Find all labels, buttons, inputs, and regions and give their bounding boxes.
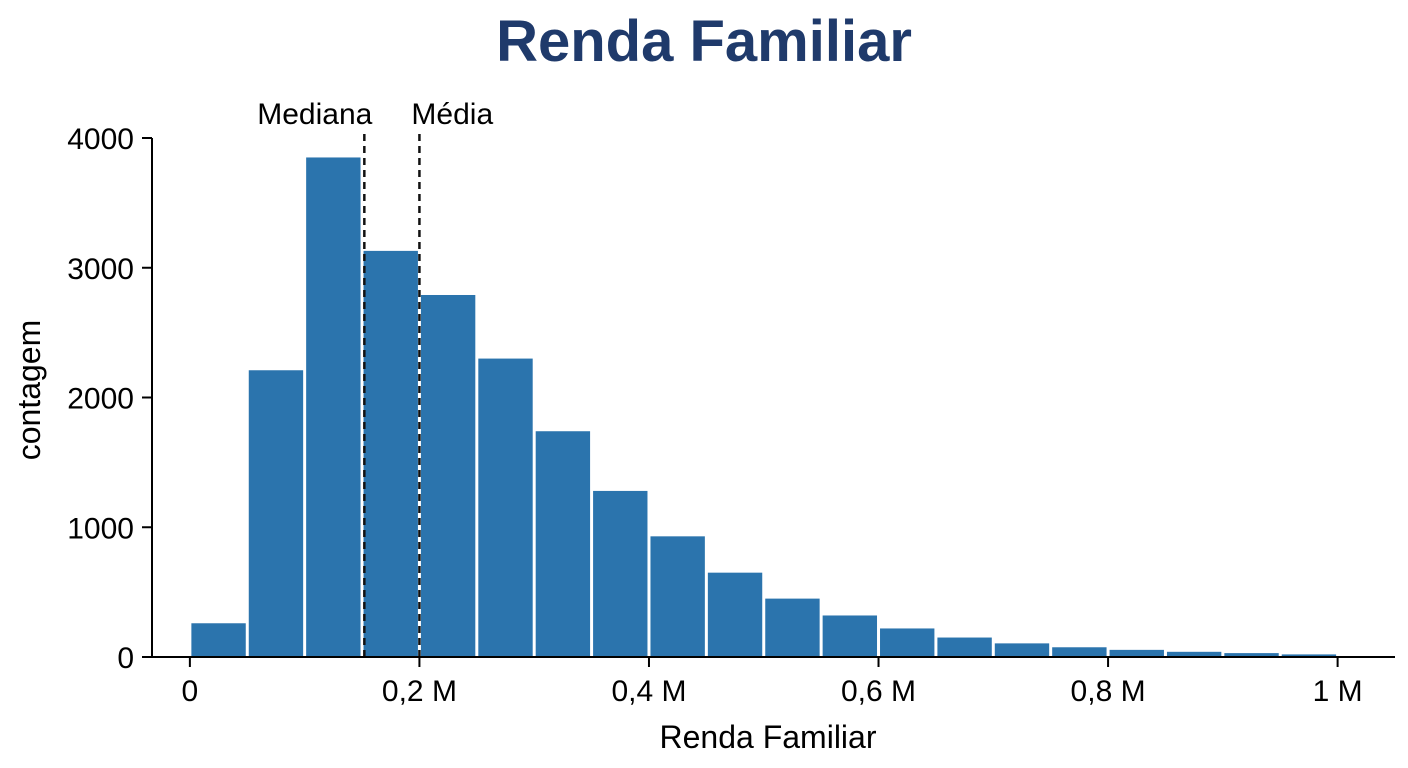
histogram-bar-10 xyxy=(765,598,820,657)
media-label: Média xyxy=(411,98,493,131)
histogram-bar-12 xyxy=(880,628,935,657)
x-tick-label-5: 1 M xyxy=(1313,675,1363,708)
histogram-bar-7 xyxy=(593,490,648,657)
x-tick-label-4: 0,8 M xyxy=(1071,675,1146,708)
histogram-bar-2 xyxy=(306,157,361,657)
y-tick-label-4: 4000 xyxy=(67,123,134,156)
y-tick-label-3: 3000 xyxy=(67,253,134,286)
histogram-bar-13 xyxy=(937,637,992,657)
histogram-bar-3 xyxy=(363,250,418,657)
histogram-bar-8 xyxy=(650,536,705,657)
x-tick-label-1: 0,2 M xyxy=(382,675,457,708)
ticks-group: 0 1000 2000 3000 4000 0 0,2 M 0,4 M 0,6 M 0,8 M 1 … xyxy=(67,123,1362,708)
histogram-bar-1 xyxy=(248,370,304,657)
x-tick-label-0: 0 xyxy=(182,675,199,708)
histogram-bar-18 xyxy=(1224,653,1279,657)
y-axis-label: contagem xyxy=(11,320,47,461)
histogram-bar-16 xyxy=(1109,649,1164,657)
mediana-label: Mediana xyxy=(257,98,372,131)
histogram-bar-9 xyxy=(707,572,763,657)
histogram-bar-11 xyxy=(822,615,878,657)
histogram-bar-0 xyxy=(191,623,246,657)
histogram-bar-15 xyxy=(1052,647,1107,657)
histogram-bar-14 xyxy=(994,643,1050,657)
y-tick-label-2: 2000 xyxy=(67,383,134,416)
histogram-bar-19 xyxy=(1281,654,1337,657)
chart-title: Renda Familiar xyxy=(496,9,912,74)
x-tick-label-2: 0,4 M xyxy=(611,675,686,708)
x-tick-label-3: 0,6 M xyxy=(841,675,916,708)
histogram-bar-6 xyxy=(535,431,591,657)
bars-group xyxy=(191,157,1337,657)
x-axis-label: Renda Familiar xyxy=(660,719,877,755)
histogram-bar-4 xyxy=(420,294,476,657)
histogram-bar-17 xyxy=(1166,651,1222,657)
reference-lines-group: Mediana Média xyxy=(257,98,493,657)
y-tick-label-1: 1000 xyxy=(67,512,134,545)
y-tick-label-0: 0 xyxy=(117,642,134,675)
histogram-bar-5 xyxy=(478,358,533,657)
